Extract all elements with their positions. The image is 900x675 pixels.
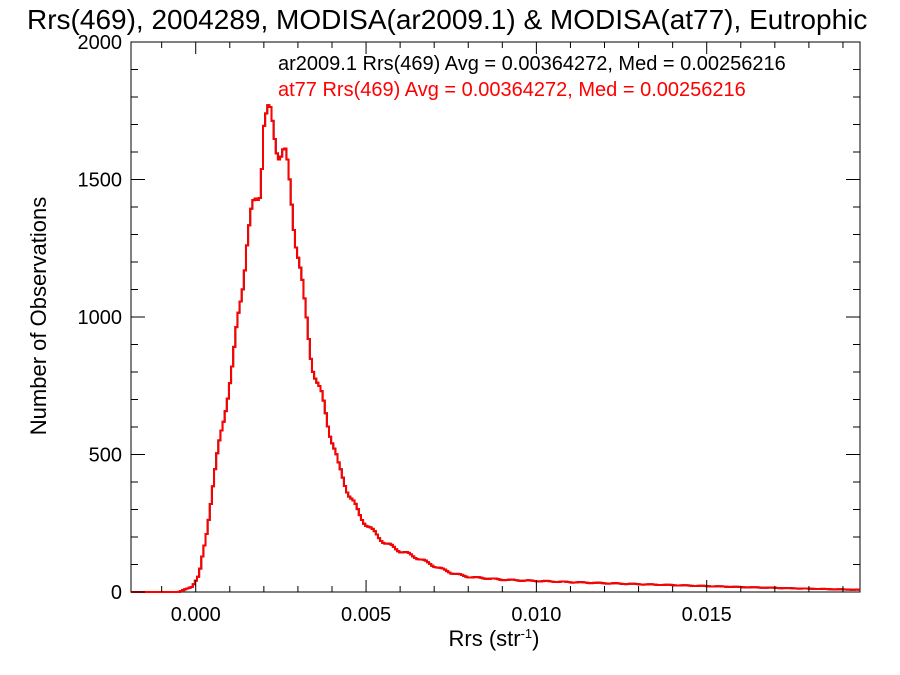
x-tick-label: 0.000 bbox=[171, 604, 221, 626]
series-at77-line bbox=[131, 104, 861, 593]
x-tick-label: 0.010 bbox=[511, 604, 561, 626]
y-axis-label: Number of Observations bbox=[26, 197, 51, 435]
histogram-series bbox=[131, 104, 861, 593]
x-axis-ticks: 0.000 0.005 0.010 0.015 bbox=[161, 42, 844, 626]
legend-entry: at77 Rrs(469) Avg = 0.00364272, Med = 0.… bbox=[278, 79, 746, 101]
plot-frame bbox=[130, 41, 861, 593]
y-axis-ticks: 0 500 1000 1500 2000 bbox=[78, 32, 860, 604]
chart-title: Rrs(469), 2004289, MODISA(ar2009.1) & MO… bbox=[27, 4, 867, 35]
y-tick-label: 0 bbox=[111, 582, 122, 604]
x-tick-label: 0.005 bbox=[341, 604, 391, 626]
x-axis-label: Rrs (str-1) bbox=[449, 626, 540, 651]
axes-frame bbox=[130, 41, 861, 593]
y-tick-label: 1000 bbox=[78, 307, 123, 329]
legend: ar2009.1 Rrs(469) Avg = 0.00364272, Med … bbox=[278, 53, 786, 101]
x-tick-label: 0.015 bbox=[682, 604, 732, 626]
y-tick-label: 2000 bbox=[78, 32, 123, 54]
y-tick-label: 500 bbox=[89, 445, 122, 467]
y-tick-label: 1500 bbox=[78, 170, 123, 192]
series-ar2009-line bbox=[131, 104, 861, 593]
legend-entry: ar2009.1 Rrs(469) Avg = 0.00364272, Med … bbox=[278, 53, 786, 75]
